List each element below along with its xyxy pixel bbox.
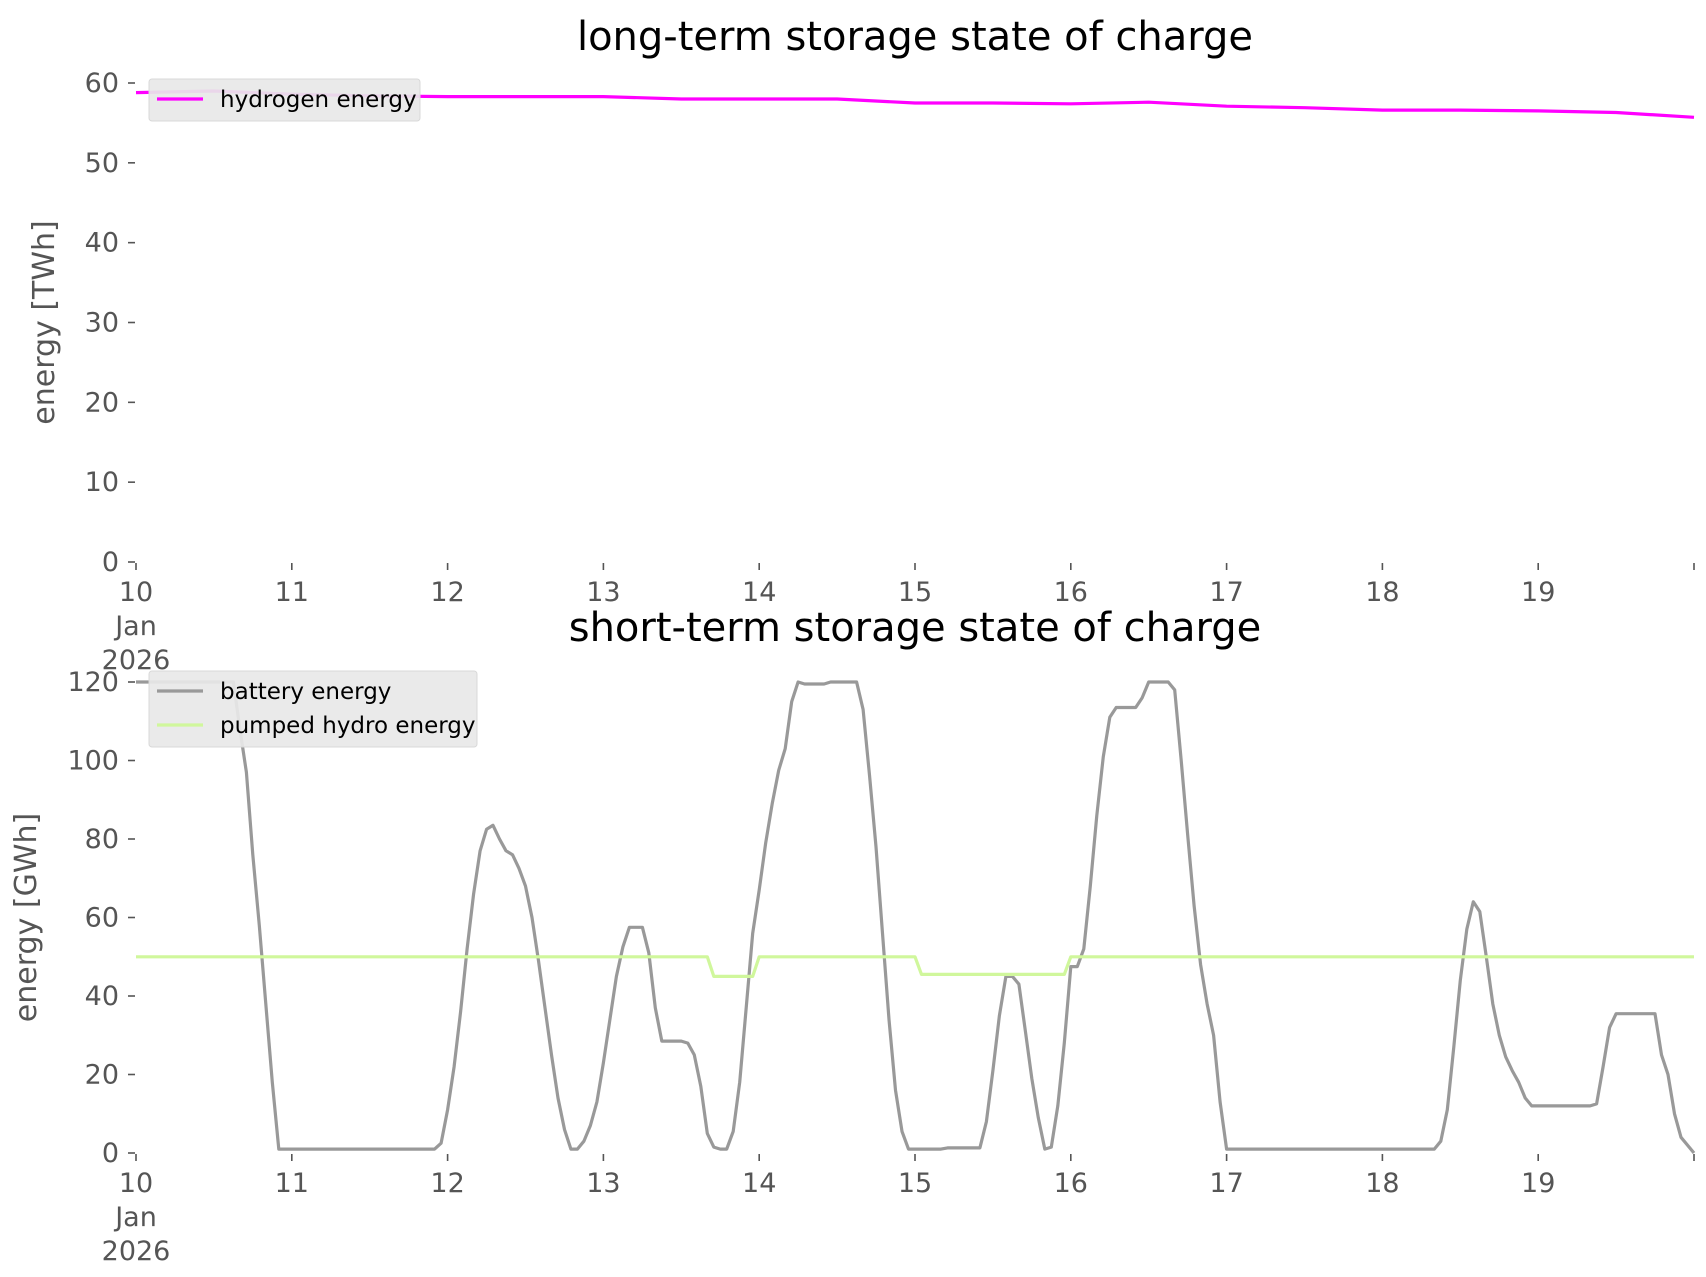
y-axis-label: energy [TWh]	[27, 220, 62, 424]
x-tick-sublabel: Jan	[113, 1202, 157, 1233]
x-tick-label: 10	[119, 1168, 153, 1199]
y-tick-label: 0	[102, 547, 119, 578]
x-tick-label: 11	[275, 577, 309, 608]
x-tick-label: 14	[742, 1168, 776, 1199]
y-tick-label: 120	[67, 667, 119, 698]
x-tick-label: 13	[586, 577, 620, 608]
y-tick-label: 20	[85, 387, 119, 418]
series-line-pumped-hydro-energy	[136, 955, 1694, 978]
legend: hydrogen energy	[148, 78, 421, 122]
legend-box	[148, 78, 421, 122]
x-tick-label: 10	[119, 577, 153, 608]
legend: battery energy pumped hydro energy	[148, 670, 478, 748]
y-tick-label: 100	[67, 746, 119, 777]
x-tick-label: 18	[1365, 577, 1399, 608]
y-tick-label: 10	[85, 467, 119, 498]
x-tick-label: 14	[742, 577, 776, 608]
x-tick-sublabel: 2026	[102, 1236, 171, 1267]
chart-title: short-term storage state of charge	[569, 605, 1262, 651]
x-tick-label: 19	[1521, 577, 1555, 608]
legend-box	[148, 670, 478, 748]
x-tick-label: 11	[275, 1168, 309, 1199]
x-tick-label: 18	[1365, 1168, 1399, 1199]
y-tick-label: 0	[102, 1138, 119, 1169]
y-tick-label: 20	[85, 1060, 119, 1091]
x-tick-label: 17	[1209, 1168, 1243, 1199]
x-tick-label: 16	[1054, 1168, 1088, 1199]
y-axis-label: energy [GWh]	[9, 813, 44, 1022]
x-tick-label: 12	[430, 577, 464, 608]
x-tick-label: 16	[1054, 577, 1088, 608]
legend-label: hydrogen energy	[220, 87, 417, 113]
x-tick-sublabel: Jan	[113, 611, 157, 642]
chart-title: long-term storage state of charge	[577, 14, 1253, 60]
y-tick-label: 50	[85, 148, 119, 179]
x-tick-label: 17	[1209, 577, 1243, 608]
x-tick-label: 12	[430, 1168, 464, 1199]
y-tick-label: 40	[85, 981, 119, 1012]
y-tick-label: 60	[85, 68, 119, 99]
legend-label: battery energy	[220, 679, 391, 705]
short-term-storage-panel: short-term storage state of charge energy…	[9, 605, 1696, 1267]
y-tick-label: 40	[85, 228, 119, 259]
x-tick-label: 19	[1521, 1168, 1555, 1199]
y-tick-label: 30	[85, 308, 119, 339]
legend-label: pumped hydro energy	[220, 713, 476, 739]
x-tick-label: 13	[586, 1168, 620, 1199]
x-tick-label: 15	[898, 577, 932, 608]
y-tick-label: 60	[85, 903, 119, 934]
y-tick-label: 80	[85, 824, 119, 855]
x-tick-label: 15	[898, 1168, 932, 1199]
series-line-battery-energy	[136, 680, 1696, 1155]
long-term-storage-panel: long-term storage state of charge energy …	[27, 14, 1695, 676]
